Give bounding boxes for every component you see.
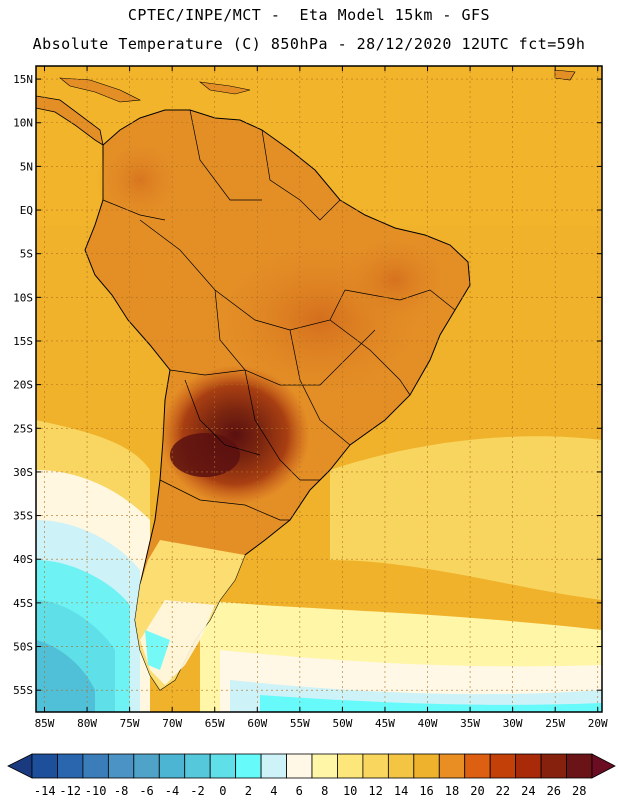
colorbar-label: 26 bbox=[547, 784, 561, 798]
longitude-label: 20W bbox=[588, 717, 608, 730]
longitude-label: 30W bbox=[503, 717, 523, 730]
colorbar-swatch bbox=[387, 753, 415, 779]
colorbar-label: -8 bbox=[114, 784, 128, 798]
colorbar-label: 12 bbox=[368, 784, 382, 798]
colorbar-tick-labels: -14 -12 -10 -8 -6 -4 -2 0 2 4 6 8 10 12 14 16 18 20 22 24 26… bbox=[34, 784, 587, 798]
longitude-label: 45W bbox=[375, 717, 395, 730]
longitude-label: 35W bbox=[460, 717, 480, 730]
colorbar-label: -2 bbox=[190, 784, 204, 798]
colorbar-swatch bbox=[515, 753, 542, 779]
colorbar-label: 20 bbox=[470, 784, 484, 798]
map-frame bbox=[35, 65, 603, 713]
latitude-label: 55S bbox=[13, 684, 33, 697]
colorbar-label: 28 bbox=[572, 784, 586, 798]
longitude-label: 25W bbox=[545, 717, 565, 730]
longitude-label: 80W bbox=[77, 717, 97, 730]
colorbar-swatch bbox=[286, 753, 313, 779]
colorbar-label: -12 bbox=[59, 784, 81, 798]
colorbar-swatch bbox=[540, 753, 567, 779]
colorbar-max-arrow bbox=[591, 753, 616, 779]
latitude-label: 5S bbox=[20, 248, 33, 261]
colorbar-swatch bbox=[184, 753, 211, 779]
colorbar-label: 22 bbox=[496, 784, 510, 798]
colorbar-label: 10 bbox=[343, 784, 357, 798]
longitude-tick-labels: 85W 80W 75W 70W 65W 60W 55W 50W 45W 40W 35W 30W 25W 2… bbox=[35, 717, 608, 730]
colorbar-swatch bbox=[438, 753, 466, 779]
colorbar-swatch bbox=[260, 753, 287, 779]
heat-maximum-region bbox=[160, 365, 310, 505]
longitude-label: 60W bbox=[247, 717, 267, 730]
latitude-tick-labels: 15N 10N 5N EQ 5S 10S 15S 20S 25S 30S 35S 40S 45S 50S 5… bbox=[13, 73, 33, 697]
longitude-label: 70W bbox=[162, 717, 182, 730]
colorbar-swatch bbox=[464, 753, 491, 779]
colorbar-label: -4 bbox=[165, 784, 179, 798]
colorbar-swatch bbox=[158, 753, 186, 779]
lat-lon-grid bbox=[36, 66, 602, 712]
colorbar-swatch bbox=[209, 753, 237, 779]
longitude-label: 55W bbox=[290, 717, 310, 730]
latitude-label: 15N bbox=[13, 73, 33, 86]
colorbar-swatch bbox=[133, 753, 160, 779]
latitude-label: 10S bbox=[13, 291, 33, 304]
colorbar-label: -14 bbox=[34, 784, 56, 798]
map-title-line-1: CPTEC/INPE/MCT - Eta Model 15km - GFS bbox=[127, 6, 491, 24]
map-field bbox=[36, 66, 602, 712]
longitude-label: 65W bbox=[205, 717, 225, 730]
colorbar-label: 24 bbox=[521, 784, 535, 798]
colorbar-swatch bbox=[57, 753, 84, 779]
colorbar-label: 4 bbox=[270, 784, 277, 798]
colorbar-swatch bbox=[82, 753, 109, 779]
temperature-colorbar bbox=[7, 753, 616, 779]
colorbar-label: 14 bbox=[394, 784, 408, 798]
latitude-label: 30S bbox=[13, 466, 33, 479]
latitude-label: 35S bbox=[13, 510, 33, 523]
latitude-label: 20S bbox=[13, 379, 33, 392]
latitude-label: 10N bbox=[13, 117, 33, 130]
longitude-label: 50W bbox=[332, 717, 352, 730]
latitude-label: 15S bbox=[13, 335, 33, 348]
latitude-label: 5N bbox=[20, 160, 33, 173]
longitude-label: 75W bbox=[120, 717, 140, 730]
colorbar-swatch bbox=[107, 753, 135, 779]
colorbar-swatch bbox=[362, 753, 389, 779]
latitude-label: 45S bbox=[13, 597, 33, 610]
central-america bbox=[36, 95, 104, 146]
colorbar-label: -10 bbox=[85, 784, 107, 798]
colorbar-label: 16 bbox=[419, 784, 433, 798]
latitude-label: 25S bbox=[13, 422, 33, 435]
colorbar-swatch bbox=[489, 753, 517, 779]
colorbar-swatch bbox=[566, 753, 593, 779]
colorbar-swatch bbox=[311, 753, 338, 779]
colorbar-swatch bbox=[413, 753, 440, 779]
latitude-label: EQ bbox=[20, 204, 33, 217]
colorbar-label: 0 bbox=[219, 784, 226, 798]
colorbar-label: 6 bbox=[296, 784, 303, 798]
colorbar-min-arrow bbox=[7, 753, 33, 779]
map-title-line-2: Absolute Temperature (C) 850hPa - 28/12/… bbox=[32, 35, 586, 53]
longitude-label: 40W bbox=[418, 717, 438, 730]
colorbar-swatch bbox=[31, 753, 58, 779]
colorbar-label: -6 bbox=[139, 784, 153, 798]
axis-ticks bbox=[36, 66, 602, 712]
latitude-label: 50S bbox=[13, 641, 33, 654]
latitude-label: 40S bbox=[13, 553, 33, 566]
colorbar-label: 8 bbox=[321, 784, 328, 798]
longitude-label: 85W bbox=[35, 717, 55, 730]
colorbar-label: 18 bbox=[445, 784, 459, 798]
colorbar-label: 2 bbox=[245, 784, 252, 798]
country-borders bbox=[102, 109, 456, 521]
colorbar-swatch bbox=[337, 753, 364, 779]
colorbar-swatch bbox=[235, 753, 262, 779]
